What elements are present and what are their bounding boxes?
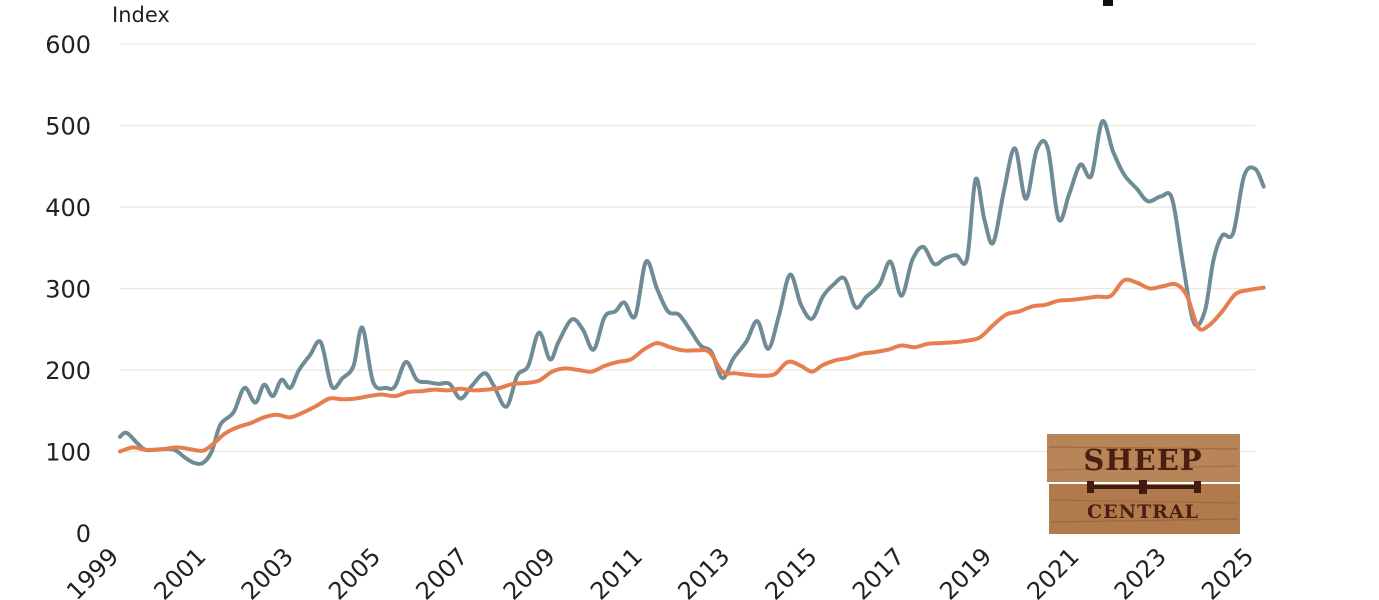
x-tick-label: 2009 (498, 542, 561, 600)
gridlines (120, 43, 1255, 453)
series-lines (118, 119, 1266, 466)
x-tick-label: 2013 (672, 542, 735, 600)
x-tick-label: 2003 (236, 542, 299, 600)
x-axis-ticks: 1999 2001 2003 2005 2007 2009 2011 2013 2015 2017… (61, 542, 1259, 600)
logo-grain-4 (1050, 518, 1239, 523)
x-tick-label: 2007 (410, 542, 473, 600)
x-tick-label: 2011 (585, 542, 648, 600)
x-tick-label: 1999 (61, 542, 124, 600)
x-tick-label: 2015 (760, 542, 823, 600)
sheep-central-logo: SHEEP CENTRAL (1047, 434, 1240, 534)
y-tick-label: 400 (45, 194, 91, 222)
cropped-title-glyph (1103, 0, 1113, 6)
x-tick-label: 2017 (847, 542, 910, 600)
x-tick-label: 2021 (1022, 542, 1085, 600)
y-tick-label: 0 (76, 520, 91, 548)
x-tick-label: 2019 (934, 542, 997, 600)
y-tick-label: 500 (45, 113, 91, 141)
series-line-2 (118, 277, 1266, 454)
y-axis-title: Index (112, 3, 170, 27)
logo-grain-1 (1048, 446, 1239, 450)
y-tick-label: 600 (45, 31, 91, 59)
x-tick-label: 2023 (1109, 542, 1172, 600)
logo-text-central: CENTRAL (1087, 501, 1199, 523)
logo-text-sheep: SHEEP (1083, 443, 1202, 477)
y-tick-label: 300 (45, 276, 91, 304)
logo-grain-2 (1048, 465, 1239, 471)
logo-shears-icon (1087, 480, 1201, 494)
y-tick-label: 200 (45, 357, 91, 385)
x-tick-label: 2025 (1196, 542, 1259, 600)
x-tick-label: 2005 (323, 542, 386, 600)
logo-board-top (1047, 434, 1240, 482)
series-line-1 (118, 119, 1266, 466)
logo-grain-3 (1050, 499, 1239, 504)
y-axis-ticks: 0 100 200 300 400 500 600 (45, 31, 91, 548)
y-tick-label: 100 (45, 439, 91, 467)
x-tick-label: 2001 (149, 542, 212, 600)
